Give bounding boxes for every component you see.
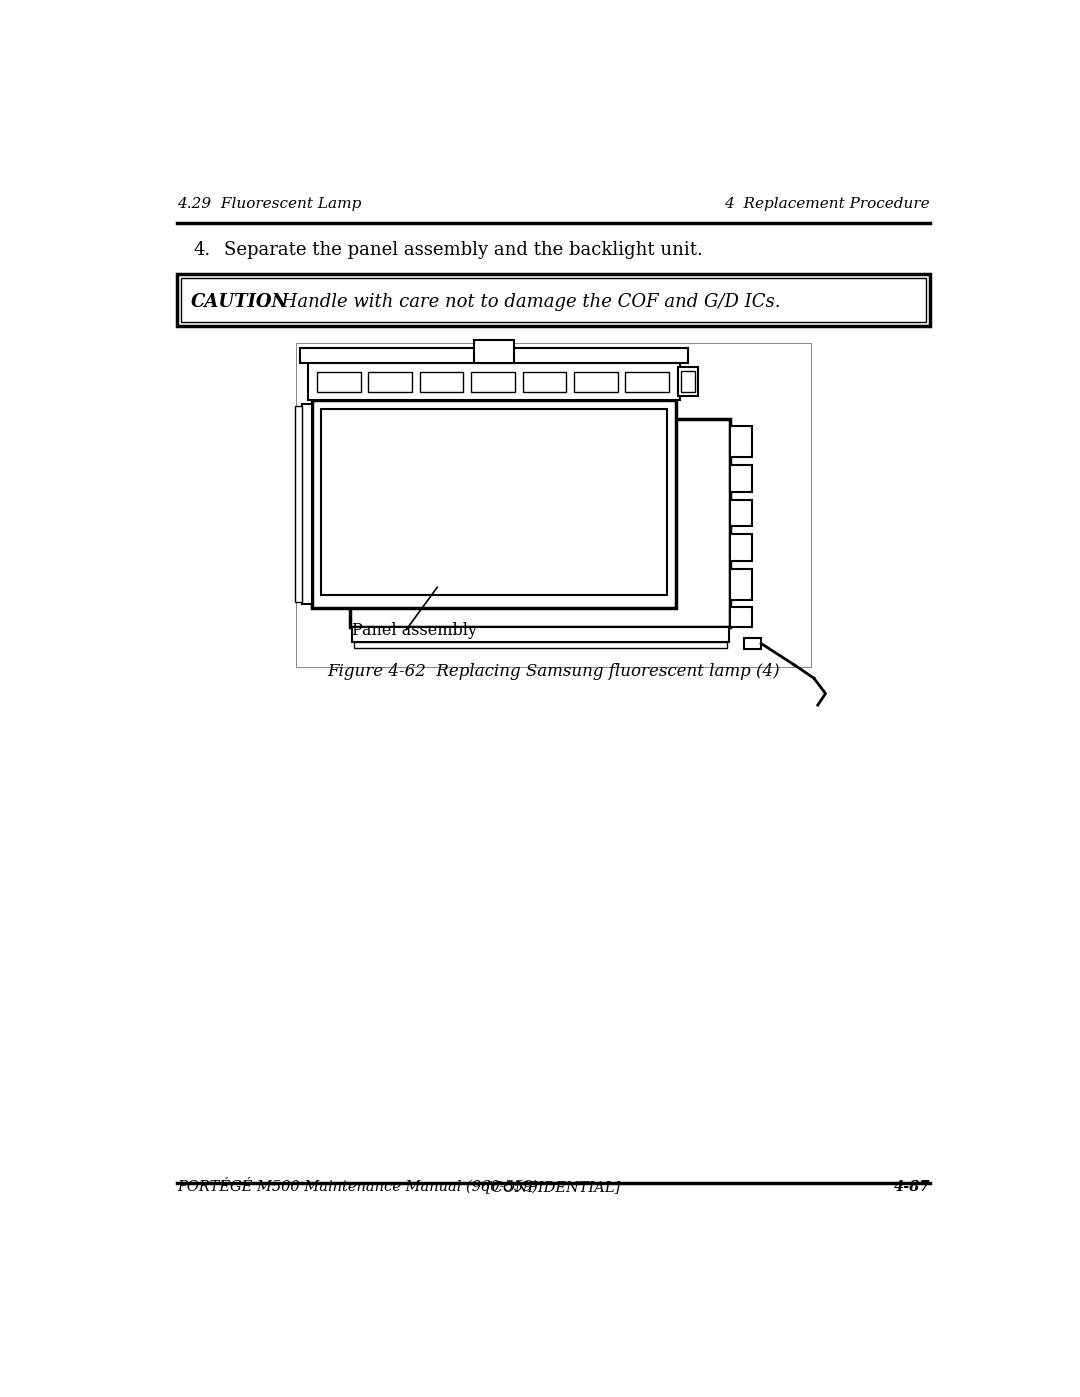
Bar [678, 367, 698, 397]
Bar [180, 278, 927, 323]
Text: 4  Replacement Procedure: 4 Replacement Procedure [725, 197, 930, 211]
Bar [730, 426, 752, 457]
Bar [625, 372, 669, 391]
Text: Figure 4-62  Replacing Samsung fluorescent lamp (4): Figure 4-62 Replacing Samsung fluorescen… [327, 662, 780, 680]
Bar [680, 372, 696, 393]
Bar [300, 348, 688, 363]
Bar [318, 372, 361, 391]
Bar [353, 643, 727, 648]
Bar [312, 400, 676, 608]
Text: PORTÉGÉ M500 Maintenance Manual (960-559): PORTÉGÉ M500 Maintenance Manual (960-559… [177, 1178, 538, 1194]
Bar [573, 372, 618, 391]
Text: :  Handle with care not to damage the COF and G/D ICs.: : Handle with care not to damage the COF… [265, 292, 781, 310]
Bar [350, 419, 730, 627]
Bar [744, 638, 761, 648]
Bar [177, 274, 930, 327]
Text: Separate the panel assembly and the backlight unit.: Separate the panel assembly and the back… [225, 240, 703, 258]
Bar [308, 363, 679, 400]
Bar [420, 372, 463, 391]
Bar [474, 339, 514, 363]
Bar [730, 569, 752, 599]
Bar [295, 407, 302, 602]
Text: [CONFIDENTIAL]: [CONFIDENTIAL] [486, 1180, 621, 1194]
Bar [302, 404, 312, 605]
Bar [730, 608, 752, 627]
Text: CAUTION: CAUTION [191, 292, 288, 310]
Text: Panel assembly: Panel assembly [352, 622, 477, 638]
Bar [296, 344, 811, 666]
Bar [368, 372, 413, 391]
Text: 4.: 4. [193, 240, 211, 258]
Bar [523, 372, 566, 391]
Bar [352, 627, 729, 643]
Bar [730, 500, 752, 527]
Text: 4-87: 4-87 [893, 1180, 930, 1194]
Bar [730, 534, 752, 562]
Bar [730, 465, 752, 492]
Bar [471, 372, 515, 391]
Bar [321, 409, 666, 595]
Text: 4.29  Fluorescent Lamp: 4.29 Fluorescent Lamp [177, 197, 361, 211]
